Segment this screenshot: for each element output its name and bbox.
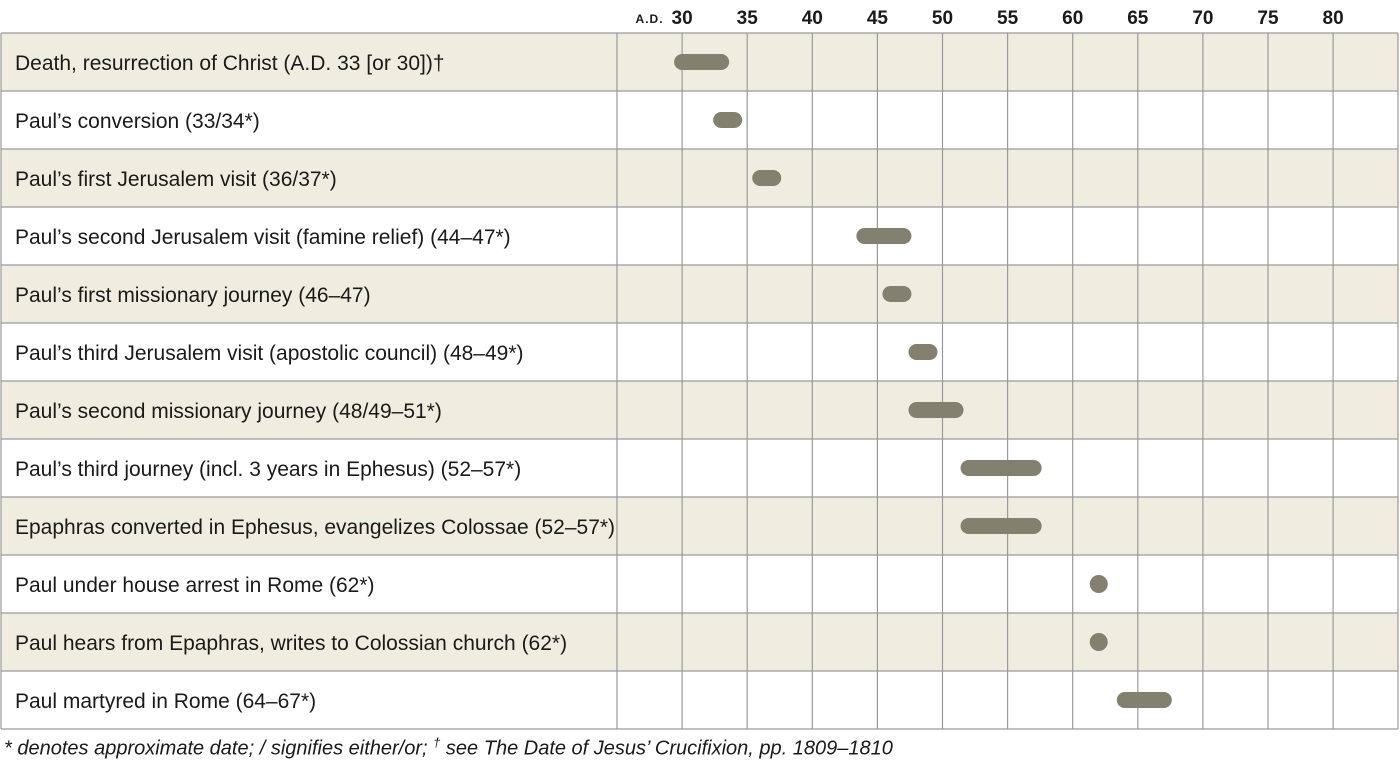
x-tick-label: 60	[1062, 8, 1083, 29]
footnote: * denotes approximate date; / signifies …	[4, 735, 1394, 761]
x-tick-label: 50	[932, 8, 953, 29]
footnote-dagger: †	[433, 735, 441, 750]
row-background	[1, 91, 1398, 149]
event-label: Paul’s second Jerusalem visit (famine re…	[15, 226, 511, 249]
footnote-text-before: * denotes approximate date; / signifies …	[4, 737, 434, 760]
x-tick-label: 75	[1257, 8, 1279, 29]
event-label: Paul’s third Jerusalem visit (apostolic …	[15, 342, 524, 365]
x-tick-label: 70	[1192, 8, 1213, 29]
x-tick-label: 30	[672, 8, 693, 29]
x-tick-label: 45	[867, 8, 889, 29]
marks-layer	[674, 54, 1172, 708]
event-label: Paul martyred in Rome (64–67*)	[15, 690, 316, 713]
row-background	[1, 265, 1398, 323]
event-label: Death, resurrection of Christ (A.D. 33 […	[15, 52, 445, 75]
event-label: Paul under house arrest in Rome (62*)	[15, 574, 375, 597]
row-background	[1, 555, 1398, 613]
row-background	[1, 381, 1398, 439]
row-background	[1, 439, 1398, 497]
x-tick-label: 80	[1323, 8, 1344, 29]
event-bar	[960, 518, 1042, 534]
x-tick-label: 65	[1127, 8, 1149, 29]
row-background	[1, 613, 1398, 671]
row-background	[1, 497, 1398, 555]
event-bar	[713, 112, 743, 128]
x-tick-label: 40	[802, 8, 823, 29]
event-marker	[1089, 575, 1108, 593]
x-tick-label: 35	[737, 8, 759, 29]
event-bar	[908, 344, 938, 360]
x-tick-label: 55	[997, 8, 1019, 29]
era-label: A.D.	[636, 12, 664, 26]
rows-layer	[1, 33, 1398, 729]
event-label: Paul’s first Jerusalem visit (36/37*)	[15, 168, 337, 191]
event-bar	[882, 286, 912, 302]
footnote-text-after: see The Date of Jesus’ Crucifixion, pp. …	[440, 737, 893, 760]
event-bar	[1116, 692, 1172, 708]
row-background	[1, 149, 1398, 207]
x-axis: A.D. 30 35 40 45 50 55 60 65 70 75 80	[636, 8, 1344, 29]
event-bar	[856, 228, 912, 244]
labels-layer: Death, resurrection of Christ (A.D. 33 […	[15, 52, 615, 713]
event-bar	[908, 402, 964, 418]
row-background	[1, 207, 1398, 265]
event-label: Epaphras converted in Ephesus, evangeliz…	[15, 516, 615, 539]
event-label: Paul’s first missionary journey (46–47)	[15, 284, 371, 307]
event-label: Paul’s third journey (incl. 3 years in E…	[15, 458, 521, 481]
event-marker	[1089, 633, 1108, 651]
event-bar	[752, 170, 782, 186]
row-background	[1, 323, 1398, 381]
event-label: Paul hears from Epaphras, writes to Colo…	[15, 632, 567, 655]
grid-layer	[0, 32, 1399, 730]
event-label: Paul’s conversion (33/34*)	[15, 110, 260, 133]
event-bar	[960, 460, 1042, 476]
event-bar	[674, 54, 730, 70]
event-label: Paul’s second missionary journey (48/49–…	[15, 400, 442, 423]
